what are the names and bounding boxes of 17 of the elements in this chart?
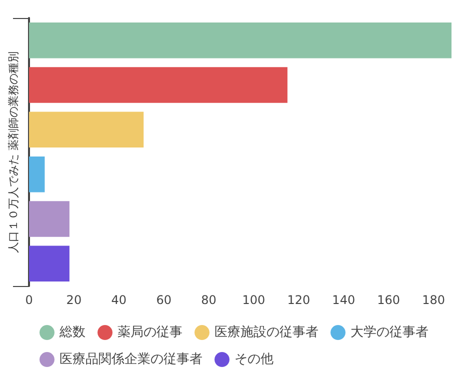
legend-label: 薬局の従事 (118, 325, 182, 340)
legend-label: 総数 (58, 325, 86, 340)
x-tick-label: 120 (287, 293, 310, 307)
x-tick-label: 80 (201, 293, 216, 307)
legend-label: 大学の従事者 (350, 325, 428, 340)
x-tick-label: 140 (332, 293, 356, 307)
legend-label: 医療施設の従事者 (214, 325, 318, 340)
legend-label: その他 (234, 352, 274, 367)
x-tick-label: 60 (156, 293, 172, 307)
x-tick-label: 0 (25, 293, 33, 307)
x-tick-label: 180 (422, 293, 445, 307)
x-tick-label: 100 (242, 293, 266, 307)
x-tick-label: 160 (377, 293, 400, 307)
x-tick-label: 20 (66, 293, 82, 307)
y-axis-title: 人口１０万人でみた 薬剤師の業務の種別 (7, 51, 20, 253)
legend-label: 医療品関係企業の従事者 (60, 352, 202, 367)
x-tick-label: 40 (111, 293, 127, 307)
